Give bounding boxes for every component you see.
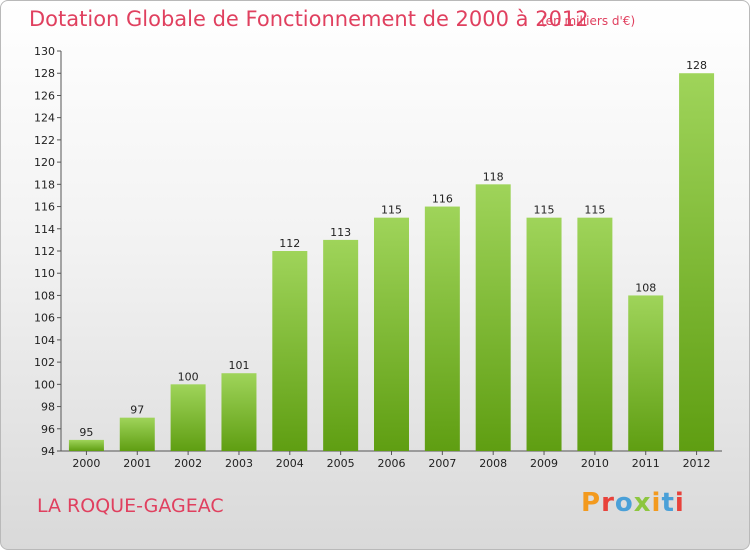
unit-note: (en milliers d'€) bbox=[541, 14, 636, 28]
y-tick-label: 94 bbox=[41, 445, 55, 458]
bar bbox=[272, 251, 308, 451]
x-tick-label: 2007 bbox=[428, 457, 456, 470]
logo-letter: t bbox=[661, 488, 675, 518]
x-tick-label: 2009 bbox=[530, 457, 558, 470]
y-tick-label: 114 bbox=[34, 223, 55, 236]
x-tick-label: 2000 bbox=[72, 457, 100, 470]
y-tick-label: 130 bbox=[34, 45, 55, 58]
bar-value-label: 97 bbox=[130, 404, 144, 417]
proxiti-logo[interactable]: Proxiti bbox=[581, 488, 685, 518]
logo-letter: r bbox=[601, 488, 615, 518]
y-tick-label: 106 bbox=[34, 312, 55, 325]
y-tick-label: 118 bbox=[34, 178, 55, 191]
x-tick-label: 2005 bbox=[327, 457, 355, 470]
logo-letter: i bbox=[674, 488, 685, 518]
x-tick-label: 2011 bbox=[632, 457, 660, 470]
bar bbox=[374, 217, 409, 451]
y-tick-label: 112 bbox=[34, 245, 55, 258]
y-tick-label: 96 bbox=[41, 423, 55, 436]
bar bbox=[68, 439, 104, 451]
y-tick-label: 126 bbox=[34, 89, 55, 102]
bars bbox=[68, 73, 715, 452]
y-tick-label: 124 bbox=[34, 112, 55, 125]
bar bbox=[577, 217, 613, 451]
y-tick-label: 102 bbox=[34, 356, 55, 369]
bar-value-label: 108 bbox=[635, 281, 656, 294]
x-tick-label: 2003 bbox=[225, 457, 253, 470]
bar-value-label: 128 bbox=[686, 59, 707, 72]
logo-letter: x bbox=[633, 488, 652, 518]
bar-value-label: 113 bbox=[330, 226, 351, 239]
bar-value-label: 115 bbox=[584, 204, 605, 217]
bar-value-label: 95 bbox=[79, 426, 93, 439]
bar-value-label: 116 bbox=[432, 193, 453, 206]
x-tick-label: 2010 bbox=[581, 457, 609, 470]
bar bbox=[119, 417, 155, 451]
x-tick-label: 2008 bbox=[479, 457, 507, 470]
y-tick-label: 120 bbox=[34, 156, 55, 169]
y-tick-label: 98 bbox=[41, 401, 55, 414]
bar-value-label: 101 bbox=[228, 359, 249, 372]
bar-value-label: 118 bbox=[483, 170, 504, 183]
y-tick-label: 122 bbox=[34, 134, 55, 147]
bar-value-label: 112 bbox=[279, 237, 300, 250]
logo-letter: i bbox=[651, 488, 662, 518]
bar bbox=[475, 184, 511, 452]
logo-letter: P bbox=[581, 488, 602, 518]
bar-value-label: 115 bbox=[381, 204, 402, 217]
y-tick-label: 108 bbox=[34, 289, 55, 302]
bar bbox=[424, 206, 460, 451]
bar bbox=[679, 73, 715, 451]
logo-letter: o bbox=[614, 488, 634, 518]
bar bbox=[526, 217, 562, 451]
bar-value-label: 115 bbox=[534, 204, 555, 217]
y-tick-label: 110 bbox=[34, 267, 55, 280]
chart-title: Dotation Globale de Fonctionnement de 20… bbox=[29, 7, 589, 31]
commune-name: LA ROQUE-GAGEAC bbox=[37, 495, 224, 517]
y-tick-label: 104 bbox=[34, 334, 55, 347]
bar-value-label: 100 bbox=[178, 370, 199, 383]
bar bbox=[221, 373, 257, 451]
bar bbox=[628, 295, 664, 451]
axes: 94 96 98 100 102 104 106 108 110 112 114 116 118 120 1… bbox=[34, 45, 722, 470]
bar bbox=[170, 384, 206, 451]
x-tick-label: 2004 bbox=[276, 457, 304, 470]
x-tick-label: 2006 bbox=[378, 457, 406, 470]
labels: 95 97 100 101 112 113 115 116 118 115 115 108 128 bbox=[79, 59, 707, 439]
y-tick-label: 116 bbox=[34, 201, 55, 214]
x-tick-label: 2012 bbox=[683, 457, 711, 470]
x-tick-label: 2002 bbox=[174, 457, 202, 470]
y-tick-label: 128 bbox=[34, 67, 55, 80]
y-tick-label: 100 bbox=[34, 378, 55, 391]
bar bbox=[323, 239, 359, 451]
x-tick-label: 2001 bbox=[123, 457, 151, 470]
